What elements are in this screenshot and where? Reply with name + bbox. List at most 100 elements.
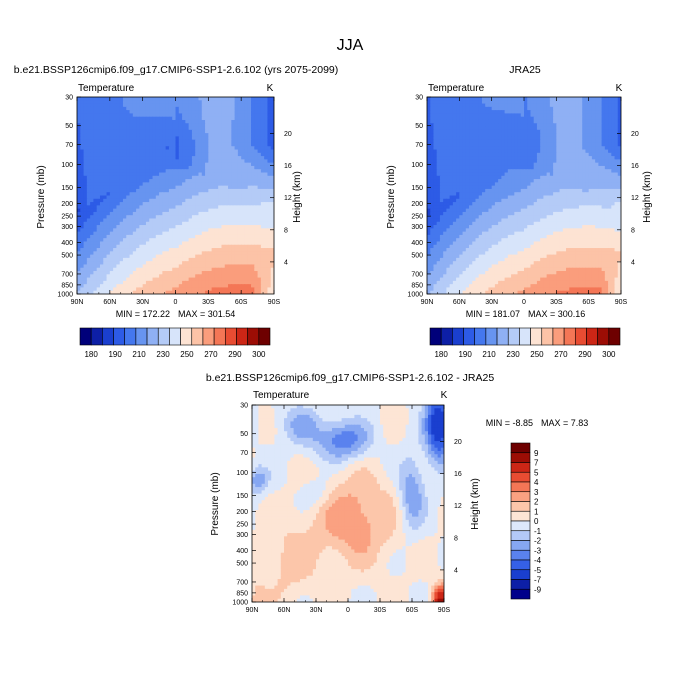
heatmap-cell <box>198 274 203 279</box>
heatmap-cell <box>83 228 88 233</box>
heatmap-cell <box>446 126 451 131</box>
heatmap-cell <box>149 198 154 203</box>
heatmap-cell <box>481 126 486 131</box>
heatmap-cell <box>241 142 246 147</box>
heatmap-cell <box>208 192 213 197</box>
heatmap-cell <box>443 152 447 157</box>
heatmap-cell <box>228 113 232 118</box>
heatmap-cell <box>452 162 457 167</box>
heatmap-cell <box>251 225 255 229</box>
heatmap-cell <box>198 202 203 206</box>
heatmap-cell <box>136 280 140 285</box>
heatmap-cell <box>572 162 577 167</box>
heatmap-cell <box>264 248 269 252</box>
heatmap-cell <box>195 165 200 170</box>
heatmap-cell <box>237 182 242 187</box>
heatmap-cell <box>188 110 193 115</box>
heatmap-cell <box>126 192 131 197</box>
heatmap-cell <box>566 116 570 121</box>
heatmap-cell <box>433 113 438 118</box>
heatmap-cell <box>103 152 108 157</box>
heatmap-cell <box>585 119 590 124</box>
heatmap-cell <box>86 162 91 167</box>
heatmap-cell <box>617 142 621 147</box>
heatmap-cell <box>549 100 554 105</box>
heatmap-cell <box>478 162 483 167</box>
heatmap-cell <box>106 175 111 180</box>
heatmap-cell <box>116 106 121 111</box>
heatmap-cell <box>208 179 213 183</box>
heatmap-cell <box>218 228 223 233</box>
heatmap-cell <box>237 146 242 151</box>
heatmap-cell <box>241 126 246 131</box>
heatmap-cell <box>257 231 262 236</box>
heatmap-cell <box>80 290 85 294</box>
heatmap-cell <box>218 211 223 216</box>
heatmap-cell <box>588 126 593 131</box>
heatmap-cell <box>260 192 265 197</box>
heatmap-cell <box>188 136 193 141</box>
heatmap-cell <box>520 116 525 121</box>
heatmap-cell <box>270 165 274 170</box>
heatmap-cell <box>443 110 447 115</box>
heatmap-cell <box>208 221 213 226</box>
heatmap-cell <box>536 139 541 144</box>
heatmap-cell <box>241 162 246 167</box>
heatmap-cell <box>122 241 127 246</box>
heatmap-cell <box>198 225 203 229</box>
heatmap-cell <box>149 264 154 269</box>
heatmap-cell <box>86 119 91 124</box>
heatmap-cell <box>208 231 213 236</box>
heatmap-cell <box>83 175 88 180</box>
heatmap-cell <box>224 280 229 285</box>
heatmap-cell <box>462 156 467 160</box>
heatmap-cell <box>139 182 144 187</box>
heatmap-cell <box>527 100 532 105</box>
heatmap-cell <box>524 123 528 128</box>
heatmap-cell <box>264 133 269 137</box>
heatmap-cell <box>168 205 173 210</box>
heatmap-cell <box>113 185 117 190</box>
heatmap-cell <box>511 100 515 105</box>
heatmap-cell <box>446 123 451 128</box>
heatmap-cell <box>241 221 246 226</box>
heatmap-cell <box>103 103 108 108</box>
heatmap-cell <box>254 218 259 223</box>
heatmap-cell <box>436 113 441 118</box>
heatmap-cell <box>191 126 196 131</box>
heatmap-cell <box>165 284 170 289</box>
heatmap-cell <box>132 169 137 174</box>
heatmap-cell <box>80 172 85 177</box>
heatmap-cell <box>221 211 226 216</box>
heatmap-cell <box>109 162 114 167</box>
heatmap-cell <box>152 271 157 275</box>
heatmap-cell <box>119 274 124 279</box>
heatmap-cell <box>96 188 101 193</box>
heatmap-cell <box>224 195 229 200</box>
heatmap-cell <box>481 129 486 134</box>
heatmap-cell <box>201 261 206 266</box>
heatmap-cell <box>132 185 137 190</box>
heatmap-cell <box>598 126 603 131</box>
heatmap-cell <box>165 264 170 269</box>
heatmap-cell <box>172 264 177 269</box>
heatmap-cell <box>244 225 249 229</box>
heatmap-cell <box>436 152 441 157</box>
heatmap-cell <box>237 238 242 243</box>
heatmap-cell <box>175 244 180 249</box>
heatmap-cell <box>617 159 621 164</box>
heatmap-cell <box>211 119 216 124</box>
heatmap-cell <box>205 264 209 269</box>
heatmap-cell <box>106 280 111 285</box>
heatmap-cell <box>247 159 252 164</box>
heatmap-cell <box>218 267 223 272</box>
heatmap-cell <box>536 103 541 108</box>
heatmap-cell <box>168 162 173 167</box>
heatmap-cell <box>614 119 619 124</box>
heatmap-cell <box>96 119 101 124</box>
heatmap-cell <box>514 100 519 105</box>
heatmap-cell <box>481 165 486 170</box>
heatmap-cell <box>136 251 140 256</box>
heatmap-cell <box>578 136 583 141</box>
heatmap-cell <box>234 113 239 118</box>
